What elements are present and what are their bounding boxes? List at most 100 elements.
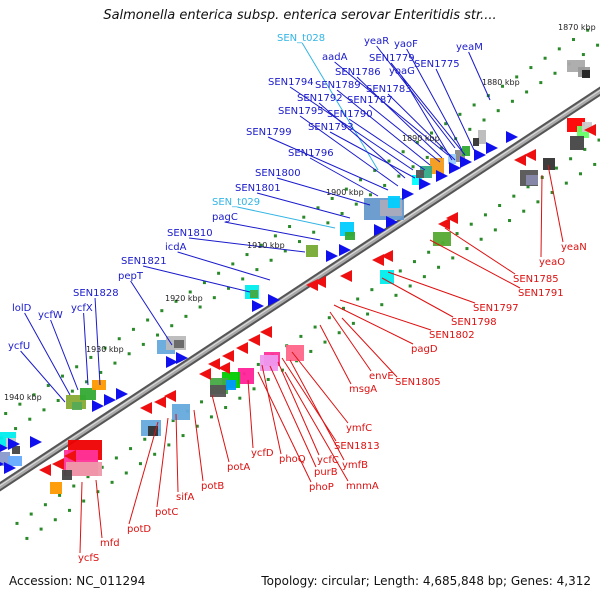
leader-sen1795 xyxy=(299,115,399,187)
kbp-tick-label: 1900 kbp xyxy=(326,188,364,197)
leader-yoag xyxy=(401,75,453,161)
gene-label-potd: potD xyxy=(127,524,151,535)
leader-ycfu xyxy=(20,350,66,403)
leader-ycfd xyxy=(247,379,254,449)
gene-label-pept: pepT xyxy=(118,271,144,282)
leader-year xyxy=(376,45,456,149)
leader-pept xyxy=(130,280,173,346)
leader-potb xyxy=(193,409,204,482)
leader-sen1796 xyxy=(309,157,379,197)
leader-sen1790 xyxy=(348,118,426,171)
leader-ycfw xyxy=(50,319,79,391)
gene-label-sen1791: SEN1791 xyxy=(518,288,564,299)
kbp-ticks: 1870 kbp 1880 kbp 1890 kbp 1900 kbp 1910 kbp… xyxy=(4,23,596,402)
leader-sen1794 xyxy=(289,86,414,171)
leader-sen1793 xyxy=(329,131,416,179)
leader-sen1787 xyxy=(368,104,441,163)
leader-sen1813 xyxy=(281,357,337,442)
gene-label-enve: envE xyxy=(369,371,394,382)
gene-label-sen-t029: SEN_t029 xyxy=(212,197,260,208)
gene-label-sen1787: SEN1787 xyxy=(347,95,393,106)
kbp-tick-label: 1890 kbp xyxy=(402,134,440,143)
leader-sen1801 xyxy=(256,192,351,219)
gene-label-sen1805: SEN1805 xyxy=(395,377,441,388)
leader-pagc xyxy=(224,221,321,241)
gene-features xyxy=(0,60,596,494)
gene-label-sen1798: SEN1798 xyxy=(451,317,497,328)
kbp-tick-label: 1910 kbp xyxy=(247,241,285,250)
gene-label-sen1792: SEN1792 xyxy=(297,93,343,104)
leader-phoq xyxy=(261,364,282,455)
leader-enve xyxy=(329,311,372,372)
gene-label-yean: yeaN xyxy=(561,242,587,253)
gene-label-purb: purB xyxy=(314,467,338,478)
gene-label-msga: msgA xyxy=(349,384,377,395)
gene-label-ycfw: ycfW xyxy=(38,310,63,321)
gene-label-pagd: pagD xyxy=(411,344,438,355)
kbp-tick-label: 1930 kbp xyxy=(86,345,124,354)
leader-mnma xyxy=(284,371,349,482)
leader-sen1800 xyxy=(276,177,371,206)
leader-sen1821 xyxy=(142,265,251,293)
gene-label-ymfc: ymfC xyxy=(346,423,372,434)
kbp-tick-label: 1880 kbp xyxy=(482,78,520,87)
gene-label-yeao: yeaO xyxy=(539,257,565,268)
leader-ycfs xyxy=(79,481,83,554)
leader-icda xyxy=(177,251,271,281)
gene-label-sen1794: SEN1794 xyxy=(268,77,314,88)
gene-label-aada: aadA xyxy=(322,52,348,63)
gene-label-sen-t028: SEN_t028 xyxy=(277,33,325,44)
gene-label-sen1786: SEN1786 xyxy=(335,67,381,78)
kbp-tick-label: 1940 kbp xyxy=(4,393,42,402)
gene-label-sen1783: SEN1783 xyxy=(366,84,412,95)
gene-label-icda: icdA xyxy=(165,242,187,253)
gene-label-sifa: sifA xyxy=(176,492,195,503)
leader-yean xyxy=(547,164,564,243)
gene-label-pagc: pagC xyxy=(212,212,238,223)
gene-label-ycfd: ycfD xyxy=(251,448,274,459)
leader-sen1789 xyxy=(336,89,431,166)
leader-potd xyxy=(128,421,159,525)
leader-sen1799 xyxy=(267,136,389,191)
gene-label-ycfc: ycfC xyxy=(317,455,339,466)
gene-label-sen1796: SEN1796 xyxy=(288,148,334,159)
leader-yeao xyxy=(540,174,543,258)
leader-sen1805 xyxy=(341,317,398,378)
leader-sen1802 xyxy=(339,299,432,331)
gene-label-sen1810: SEN1810 xyxy=(167,228,213,239)
kbp-tick-label: 1920 kbp xyxy=(165,294,203,303)
gene-label-sen1801: SEN1801 xyxy=(235,183,281,194)
gene-label-sen1785: SEN1785 xyxy=(513,274,559,285)
gene-label-sen1790: SEN1790 xyxy=(327,109,373,120)
leader-phop xyxy=(257,371,312,483)
leader-ymfc xyxy=(291,351,349,424)
leader-mfd xyxy=(95,479,103,539)
leader-yeam xyxy=(468,51,491,101)
leader-lold xyxy=(24,312,71,396)
gene-label-sen1795: SEN1795 xyxy=(278,106,324,117)
leader-sifa xyxy=(175,413,179,493)
topology-summary: Topology: circular; Length: 4,685,848 bp… xyxy=(261,574,591,588)
gene-label-phop: phoP xyxy=(309,482,334,493)
accession-text: Accession: NC_011294 xyxy=(9,574,146,588)
leader-sen-t029 xyxy=(237,206,336,229)
leader-pagd xyxy=(333,304,414,345)
gene-label-sen1799: SEN1799 xyxy=(246,127,292,138)
gene-label-sen1802: SEN1802 xyxy=(429,330,475,341)
gene-label-mnma: mnmA xyxy=(346,481,379,492)
map-title: Salmonella enterica subsp. enterica sero… xyxy=(103,8,497,23)
leader-pota xyxy=(211,394,230,463)
leader-sen1810 xyxy=(188,237,306,253)
leader-aada xyxy=(334,61,449,156)
gene-label-sen1800: SEN1800 xyxy=(255,168,301,179)
leader-sen1792 xyxy=(318,102,406,179)
gene-label-sen1789: SEN1789 xyxy=(315,80,361,91)
leader-sen-t028 xyxy=(301,42,379,171)
leader-sen1798 xyxy=(381,277,454,318)
gene-label-ycfu: ycfU xyxy=(8,341,30,352)
gene-label-yaof: yaoF xyxy=(394,39,418,50)
leader-ycfc xyxy=(277,361,320,456)
leader-msga xyxy=(319,324,352,385)
